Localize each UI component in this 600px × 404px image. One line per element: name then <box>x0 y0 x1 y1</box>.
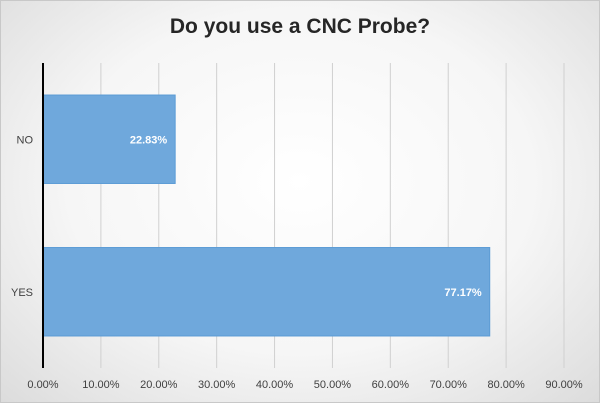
x-tick-label: 40.00% <box>256 379 294 391</box>
x-tick-label: 60.00% <box>372 379 410 391</box>
chart-title: Do you use a CNC Probe? <box>169 15 431 38</box>
category-label: YES <box>11 287 33 299</box>
x-tick-label: 80.00% <box>487 379 525 391</box>
x-tick-label: 90.00% <box>545 379 583 391</box>
x-tick-label: 0.00% <box>27 379 58 391</box>
data-label: 22.83% <box>130 134 168 146</box>
x-tick-label: 70.00% <box>430 379 468 391</box>
x-tick-label: 50.00% <box>314 379 352 391</box>
category-label: NO <box>17 134 34 146</box>
x-tick-label: 10.00% <box>82 379 120 391</box>
x-tick-label: 20.00% <box>140 379 178 391</box>
data-label: 77.17% <box>444 287 482 299</box>
bar-yes <box>42 247 491 337</box>
x-tick-label: 30.00% <box>198 379 236 391</box>
